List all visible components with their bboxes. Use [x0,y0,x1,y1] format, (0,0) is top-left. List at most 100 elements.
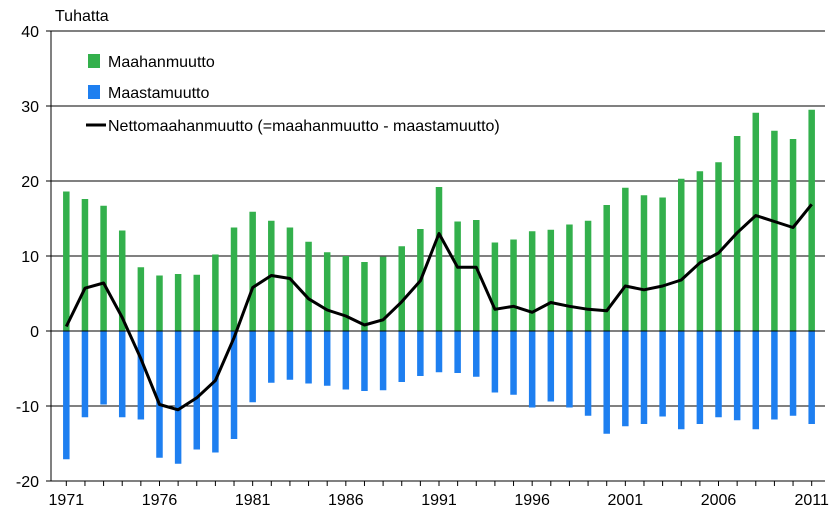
maahanmuutto-bar [715,162,722,331]
maahanmuutto-bar [118,230,126,331]
maahanmuutto-bar [454,221,461,331]
maastamuutto-bar [417,331,424,376]
maastamuutto-bar [398,331,405,382]
maastamuutto-bar [193,331,201,450]
maahanmuutto-bar [137,267,145,331]
maastamuutto-bar [212,331,219,453]
axes [46,30,825,486]
nettomaahanmuutto-line [64,203,813,412]
maahanmuutto-bar [566,224,573,331]
x-tick-label: 1986 [328,492,364,509]
maastamuutto-bar [510,331,517,395]
maahanmuutto-bars [63,109,815,331]
x-tick-label: 1981 [235,492,271,509]
maastamuutto-bar [137,331,145,420]
maahanmuutto-bar [752,112,760,331]
maahanmuutto-bar [789,139,797,331]
maahanmuutto-bar [547,229,555,331]
maahanmuutto-bar [100,205,107,331]
maahanmuutto-bar [808,109,815,331]
maastamuutto-bar [808,331,815,424]
maastamuutto-bar [677,331,685,430]
maastamuutto-bar [63,331,70,460]
y-tick-label: 20 [21,174,39,191]
x-tick-label: 1971 [49,492,85,509]
maastamuutto-bar [622,331,629,427]
maastamuutto-bar [100,331,107,405]
maastamuutto-bar [361,331,368,391]
maastamuutto-bar [528,331,536,408]
maahanmuutto-bar [640,195,648,331]
maastamuutto-bar [584,331,592,416]
maahanmuutto-bar [81,199,89,331]
maahanmuutto-bar [771,130,778,331]
x-tick-label: 1991 [421,492,457,509]
legend-swatch [88,85,100,99]
maastamuutto-bar [81,331,89,418]
maastamuutto-bar [230,331,238,439]
y-tick-labels: 40 30 20 10 0 -10 -20 [16,24,39,491]
x-tick-label: 2001 [608,492,644,509]
maastamuutto-bar [696,331,704,424]
maastamuutto-bar [174,331,182,464]
maastamuutto-bars [63,331,815,464]
maastamuutto-bar [771,331,778,420]
maahanmuutto-bar [473,220,480,331]
maahanmuutto-bar [156,275,163,331]
maastamuutto-bar [603,331,610,434]
x-tick-label: 2006 [701,492,737,509]
maahanmuutto-bar [603,205,610,331]
maahanmuutto-bar [323,252,331,331]
maahanmuutto-bar [249,211,256,331]
y-tick-label: -10 [16,399,39,416]
y-tick-label: 10 [21,249,39,266]
legend-label: Nettomaahanmuutto (=maahanmuutto - maast… [108,118,500,135]
legend-label: Maastamuutto [108,85,209,102]
y-tick-label: -20 [16,474,39,491]
maahanmuutto-bar [342,256,350,331]
x-tick-labels: 1971 1976 1981 1986 1991 1996 2001 2006 2011 [49,492,829,509]
x-tick-label: 2011 [794,492,829,509]
unit-label: Tuhatta [55,8,109,25]
y-tick-label: 30 [21,99,39,116]
maastamuutto-bar [249,331,256,403]
maastamuutto-bar [733,331,741,421]
maahanmuutto-bar [174,274,182,331]
maastamuutto-bar [435,331,443,373]
maastamuutto-bar [659,331,666,417]
maahanmuutto-bar [435,187,443,331]
maahanmuutto-bar [305,241,312,331]
legend-label: Maahanmuutto [108,54,215,71]
nettomaahanmuutto-line-group [64,203,813,412]
maahanmuutto-bar [677,178,685,331]
maastamuutto-bar [789,331,797,416]
maastamuutto-bar [379,331,387,391]
maahanmuutto-bar [63,191,70,331]
maahanmuutto-bar [361,262,368,331]
maastamuutto-bar [547,331,555,402]
maahanmuutto-bar [528,231,536,331]
maastamuutto-bar [454,331,461,373]
maahanmuutto-bar [696,171,704,331]
maastamuutto-bar [286,331,294,380]
maahanmuutto-bar [379,256,387,331]
maastamuutto-bar [305,331,312,384]
maahanmuutto-bar [491,242,499,331]
x-tick-label: 1976 [142,492,178,509]
x-tick-label: 1996 [514,492,550,509]
maahanmuutto-bar [584,220,592,331]
maastamuutto-bar [752,331,760,430]
maastamuutto-bar [323,331,331,386]
maastamuutto-bar [715,331,722,418]
legend-swatch [88,54,100,68]
maahanmuutto-bar [193,274,201,331]
maastamuutto-bar [118,331,126,418]
maahanmuutto-bar [622,187,629,331]
y-tick-label: 40 [21,24,39,41]
maahanmuutto-bar [510,239,517,331]
maahanmuutto-bar [659,197,666,331]
maastamuutto-bar [640,331,648,424]
legend: Maahanmuutto Maastamuutto Nettomaahanmuutt… [86,54,500,135]
